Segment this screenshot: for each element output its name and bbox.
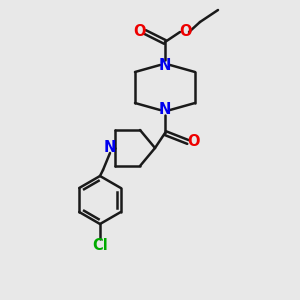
Text: O: O bbox=[134, 25, 146, 40]
Text: N: N bbox=[159, 58, 171, 73]
Text: N: N bbox=[159, 103, 171, 118]
Text: Cl: Cl bbox=[92, 238, 108, 253]
Text: O: O bbox=[179, 25, 191, 40]
Text: N: N bbox=[104, 140, 116, 155]
Text: O: O bbox=[188, 134, 200, 149]
